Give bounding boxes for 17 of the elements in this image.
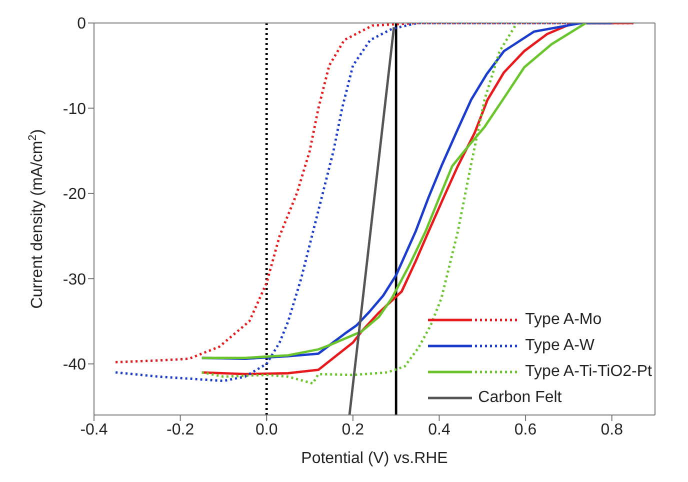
- x-tick-label: 0.4: [428, 421, 450, 438]
- x-tick-label: 0.8: [600, 421, 624, 438]
- x-tick-label: 0.2: [342, 421, 364, 438]
- x-tick-label: 0.0: [255, 421, 278, 438]
- x-tick-label: -0.4: [80, 421, 108, 438]
- x-tick-label: 0.6: [514, 421, 537, 438]
- x-tick-label: -0.2: [166, 421, 194, 438]
- legend-label: Type A-W: [525, 336, 595, 356]
- y-tick-label: -10: [62, 100, 86, 118]
- y-tick-label: -30: [62, 271, 86, 288]
- legend-label: Carbon Felt: [478, 388, 562, 408]
- y-tick-label: -20: [62, 186, 86, 204]
- legend-label: Type A-Mo: [525, 310, 602, 330]
- y-tick-label: 0: [77, 16, 86, 33]
- y-tick-label: -40: [62, 356, 86, 374]
- x-axis-title: Potential (V) vs.RHE: [301, 450, 448, 467]
- legend-label: Type A-Ti-TiO2-Pt: [525, 362, 652, 382]
